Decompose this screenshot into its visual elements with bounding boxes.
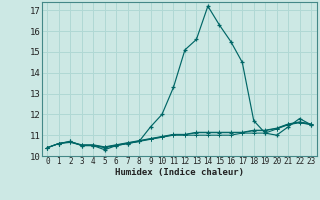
X-axis label: Humidex (Indice chaleur): Humidex (Indice chaleur) xyxy=(115,168,244,177)
